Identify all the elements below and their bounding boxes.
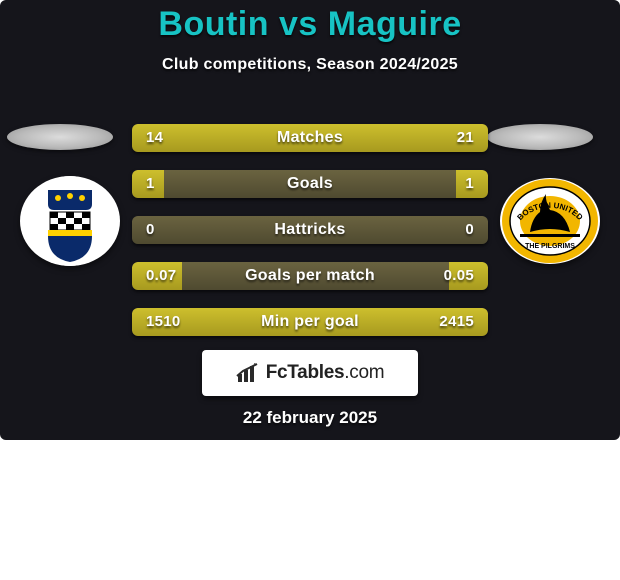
stat-row: 14Matches21	[132, 124, 488, 152]
stat-row: 0.07Goals per match0.05	[132, 262, 488, 290]
comparison-card: Boutin vs Maguire Club competitions, Sea…	[0, 0, 620, 440]
subtitle: Club competitions, Season 2024/2025	[0, 56, 620, 74]
player-left-name: Boutin	[158, 5, 269, 43]
brand-domain: .com	[344, 362, 384, 383]
stat-row: 1Goals1	[132, 170, 488, 198]
stat-value-right: 21	[457, 124, 474, 152]
player-right-name: Maguire	[328, 5, 462, 43]
stats-table: 14Matches21 1Goals1 0Hattricks0 0.07Goals p…	[132, 124, 488, 354]
stat-row: 0Hattricks0	[132, 216, 488, 244]
brand-badge[interactable]: FcTables.com	[202, 350, 418, 396]
svg-text:THE PILGRIMS: THE PILGRIMS	[525, 243, 575, 250]
stat-value-right: 0.05	[444, 262, 474, 290]
stat-label: Goals	[132, 170, 488, 198]
stat-value-right: 2415	[439, 308, 474, 336]
svg-text:EASTLEIGH F.C.: EASTLEIGH F.C.	[50, 236, 91, 242]
stat-label: Matches	[132, 124, 488, 152]
eastleigh-crest-icon: EASTLEIGH F.C.	[20, 176, 120, 266]
date-text: 22 february 2025	[0, 408, 620, 428]
stat-label: Hattricks	[132, 216, 488, 244]
photo-placeholder-left	[7, 124, 113, 150]
boston-united-crest-icon: BOSTON UNITED THE PILGRIMS	[500, 178, 600, 264]
page-title: Boutin vs Maguire	[0, 5, 620, 44]
club-badge-left: EASTLEIGH F.C.	[20, 176, 120, 266]
stat-row: 1510Min per goal2415	[132, 308, 488, 336]
stat-label: Min per goal	[132, 308, 488, 336]
brand-text: FcTables.com	[266, 362, 385, 384]
stat-value-right: 1	[465, 170, 474, 198]
stat-value-right: 0	[465, 216, 474, 244]
brand-name: FcTables	[266, 362, 345, 383]
bar-chart-icon	[236, 362, 260, 384]
club-badge-right: BOSTON UNITED THE PILGRIMS	[500, 178, 600, 264]
vs-text: vs	[269, 5, 328, 43]
stat-label: Goals per match	[132, 262, 488, 290]
photo-placeholder-right	[487, 124, 593, 150]
